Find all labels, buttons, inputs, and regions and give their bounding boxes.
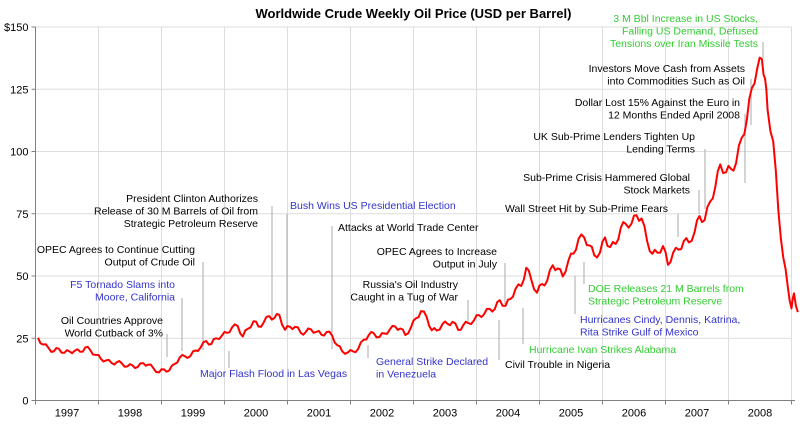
annotation-clinton-spr: Strategic Petroleum Reserve [124,218,258,230]
annotation-hurricane-ivan: Hurricane Ivan Strikes Alabama [529,344,676,356]
annotation-bush-election: Bush Wins US Presidential Election [290,200,456,212]
annotation-civil-nigeria: Civil Trouble in Nigeria [505,359,610,371]
chart-title: Worldwide Crude Weekly Oil Price (USD pe… [255,6,572,21]
annotation-investors-commodities: Investors Move Cash from Assets [589,63,745,75]
annotation-russia-tug: Caught in a Tug of War [350,292,458,304]
annotation-opec-increase: OPEC Agrees to Increase [377,246,497,258]
x-tick-label: 2008 [748,408,772,420]
y-tick-label: 25 [16,333,28,345]
annotation-uk-subprime: Lending Terms [626,144,695,156]
x-tick-label: 2001 [307,408,331,420]
annotation-investors-commodities: into Commodities Such as Oil [607,76,745,88]
x-tick-label: 2000 [244,408,268,420]
x-tick-label: 1997 [55,408,79,420]
annotation-dollar-euro: Dollar Lost 15% Against the Euro in [575,97,740,109]
annotation-wall-street: Wall Street Hit by Sub-Prime Fears [505,203,668,215]
annotation-oil-countries: Oil Countries Approve [61,315,163,327]
annotation-tensions-iran: 3 M Bbl Increase in US Stocks, [613,13,758,25]
y-tick-label: 125 [10,84,28,96]
annotation-doe-releases: DOE Releases 21 M Barrels from [588,283,744,295]
annotation-russia-tug: Russia's Oil Industry [363,279,459,291]
annotation-subprime-crisis: Sub-Prime Crisis Hammered Global [523,172,690,184]
x-tick-label: 2003 [433,408,457,420]
annotation-uk-subprime: UK Sub-Prime Lenders Tighten Up [533,131,695,143]
annotation-subprime-crisis: Stock Markets [623,185,690,197]
x-tick-label: 2007 [685,408,709,420]
annotation-opec-continue: OPEC Agrees to Continue Cutting [37,244,195,256]
annotation-tensions-iran: Falling US Demand, Defused [622,26,758,38]
annotation-f5-tornado: Moore, California [95,292,175,304]
y-tick-label: $150 [4,22,28,34]
annotation-opec-increase: Output in July [433,259,498,271]
annotation-opec-continue: Output of Crude Oil [105,257,195,269]
y-tick-label: 50 [16,271,28,283]
annotation-hurricanes-gulf: Hurricanes Cindy, Dennis, Katrina, [580,314,740,326]
x-tick-label: 2002 [370,408,394,420]
annotation-attacks-wtc: Attacks at World Trade Center [338,222,479,234]
annotation-general-strike: in Venezuela [376,369,436,381]
annotation-dollar-euro: 12 Months Ended April 2008 [608,110,740,122]
annotation-doe-releases: Strategic Petroleum Reserve [588,296,722,308]
x-tick-label: 2006 [622,408,646,420]
annotation-general-strike: General Strike Declared [376,356,488,368]
annotation-flash-flood: Major Flash Flood in Las Vegas [200,368,347,380]
x-tick-label: 2004 [496,408,520,420]
annotation-clinton-spr: Release of 30 M Barrels of Oil from [94,206,258,218]
y-tick-label: 100 [10,147,28,159]
annotation-f5-tornado: F5 Tornado Slams into [70,279,175,291]
annotation-tensions-iran: Tensions over Iran Missile Tests [610,38,758,50]
y-tick-label: 0 [22,396,28,408]
annotation-hurricanes-gulf: Rita Strike Gulf of Mexico [580,327,699,339]
annotation-oil-countries: World Cutback of 3% [65,328,163,340]
x-tick-label: 2005 [559,408,583,420]
y-tick-label: 75 [16,209,28,221]
annotation-clinton-spr: President Clinton Authorizes [126,193,258,205]
x-tick-label: 1999 [181,408,205,420]
x-tick-label: 1998 [118,408,142,420]
oil-price-line [37,56,799,374]
